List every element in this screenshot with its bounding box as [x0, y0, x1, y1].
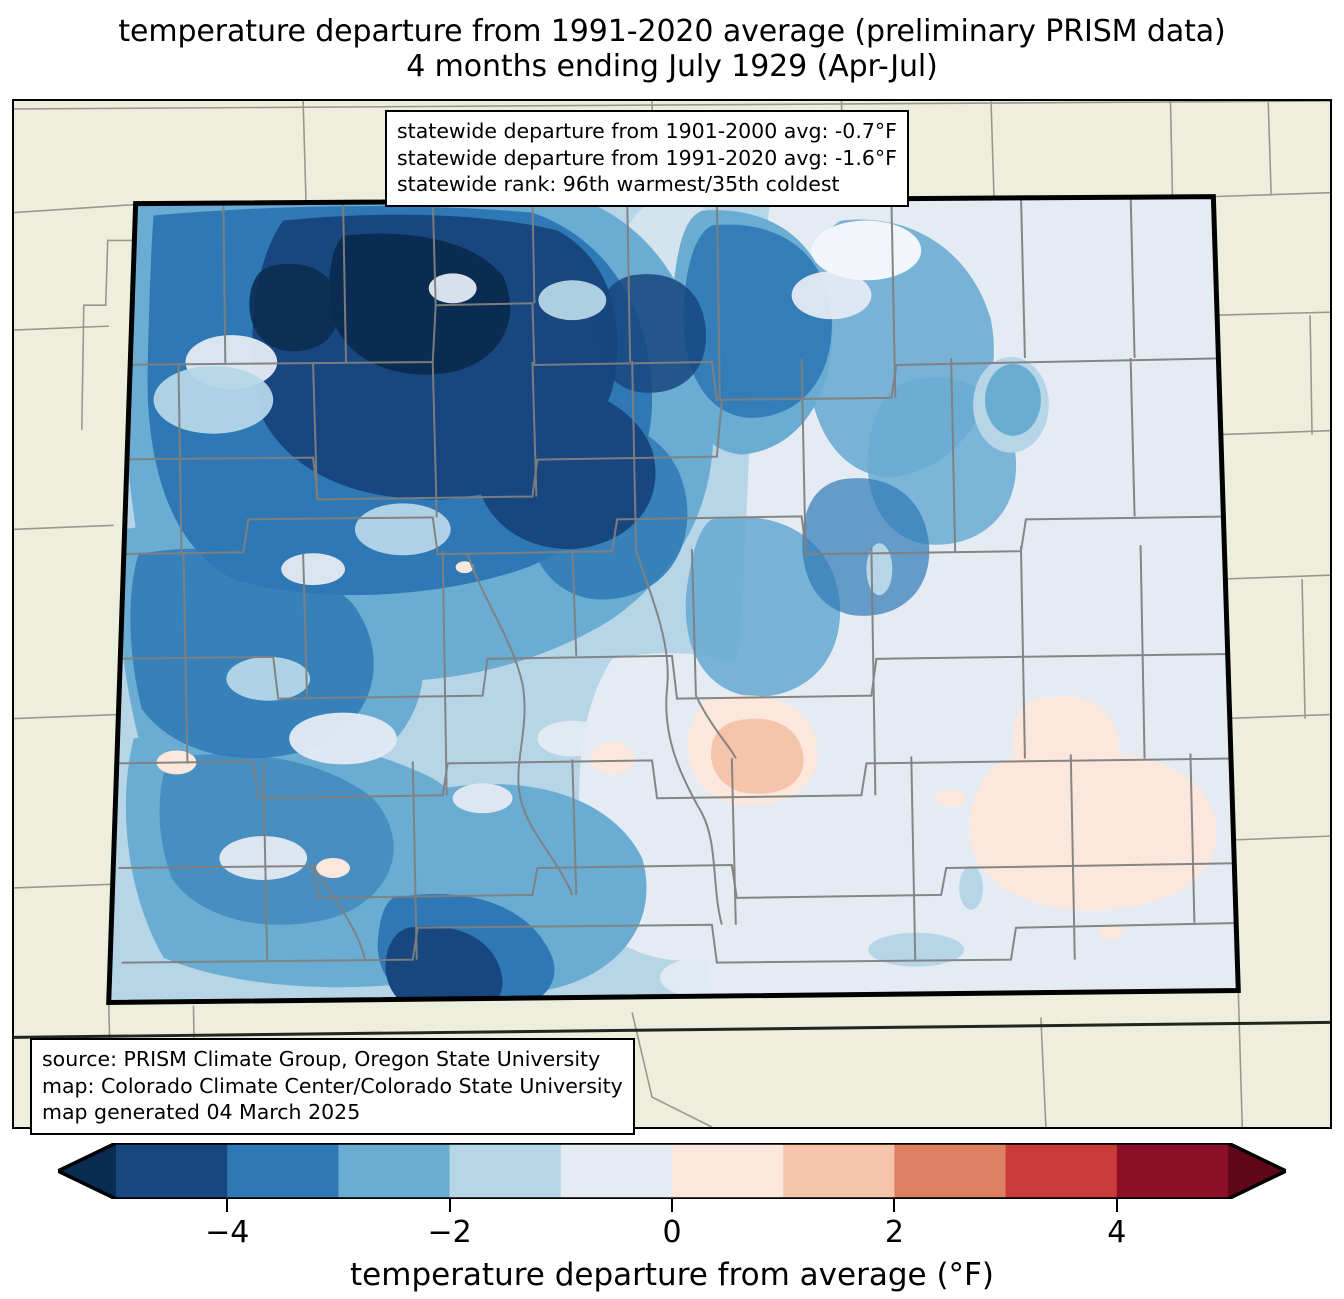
colorbar-bar [58, 1143, 1286, 1199]
title-line-1: temperature departure from 1991-2020 ave… [118, 14, 1226, 49]
stat-line-1: statewide departure from 1901-2000 avg: … [397, 119, 897, 143]
source-line-2: map: Colorado Climate Center/Colorado St… [42, 1073, 623, 1098]
colorbar-band [560, 1143, 673, 1199]
colorbar-band [116, 1143, 228, 1199]
colorado-county-lines [108, 196, 1239, 964]
colorbar-tick-label: 4 [1107, 1215, 1127, 1250]
map-canvas [12, 99, 1332, 1129]
colorbar-band [894, 1143, 1007, 1199]
source-line-3: map generated 04 March 2025 [42, 1100, 361, 1125]
source-line-1: source: PRISM Climate Group, Oregon Stat… [42, 1047, 601, 1071]
colorbar-band [338, 1143, 451, 1199]
statewide-stats-box: statewide departure from 1901-2000 avg: … [385, 110, 909, 207]
colorbar-tick-label: 2 [884, 1215, 904, 1250]
page-title: temperature departure from 1991-2020 ave… [0, 14, 1344, 85]
colorbar-tick-label: 0 [662, 1215, 682, 1250]
colorbar-tick [448, 1199, 451, 1212]
colorbar-band [783, 1143, 895, 1199]
colorbar-tick-label: −4 [205, 1215, 250, 1250]
colorbar-tick-label: −2 [427, 1215, 472, 1250]
colorbar-band [1005, 1143, 1118, 1199]
stat-line-2: statewide departure from 1991-2020 avg: … [397, 145, 897, 170]
source-attribution-box: source: PRISM Climate Group, Oregon Stat… [30, 1038, 635, 1135]
colorbar-ticks [58, 1199, 1286, 1213]
colorbar-tick [671, 1199, 673, 1212]
colorbar-over-arrow [1228, 1143, 1286, 1199]
colorbar-tick [226, 1199, 229, 1212]
colorbar-band [672, 1143, 784, 1199]
colorbar-band [227, 1143, 339, 1199]
colorbar-tick [1115, 1199, 1118, 1212]
colorbar: −4 −2 0 2 4 temperature departure from avera… [0, 1143, 1344, 1293]
colorbar-tick [893, 1199, 896, 1212]
title-line-2: 4 months ending July 1929 (Apr-Jul) [406, 49, 938, 85]
colorbar-swatches [58, 1143, 1286, 1199]
colorbar-axis-title: temperature departure from average (°F) [350, 1257, 994, 1293]
colorado-temperature-anomaly-map [14, 101, 1330, 1127]
colorbar-under-arrow [58, 1143, 116, 1199]
colorbar-band [449, 1143, 562, 1199]
anomaly-contour-field [108, 196, 1239, 1003]
stat-line-3: statewide rank: 96th warmest/35th coldes… [397, 172, 840, 197]
colorbar-tick-labels: −4 −2 0 2 4 [58, 1213, 1286, 1253]
colorbar-band [1116, 1143, 1229, 1199]
